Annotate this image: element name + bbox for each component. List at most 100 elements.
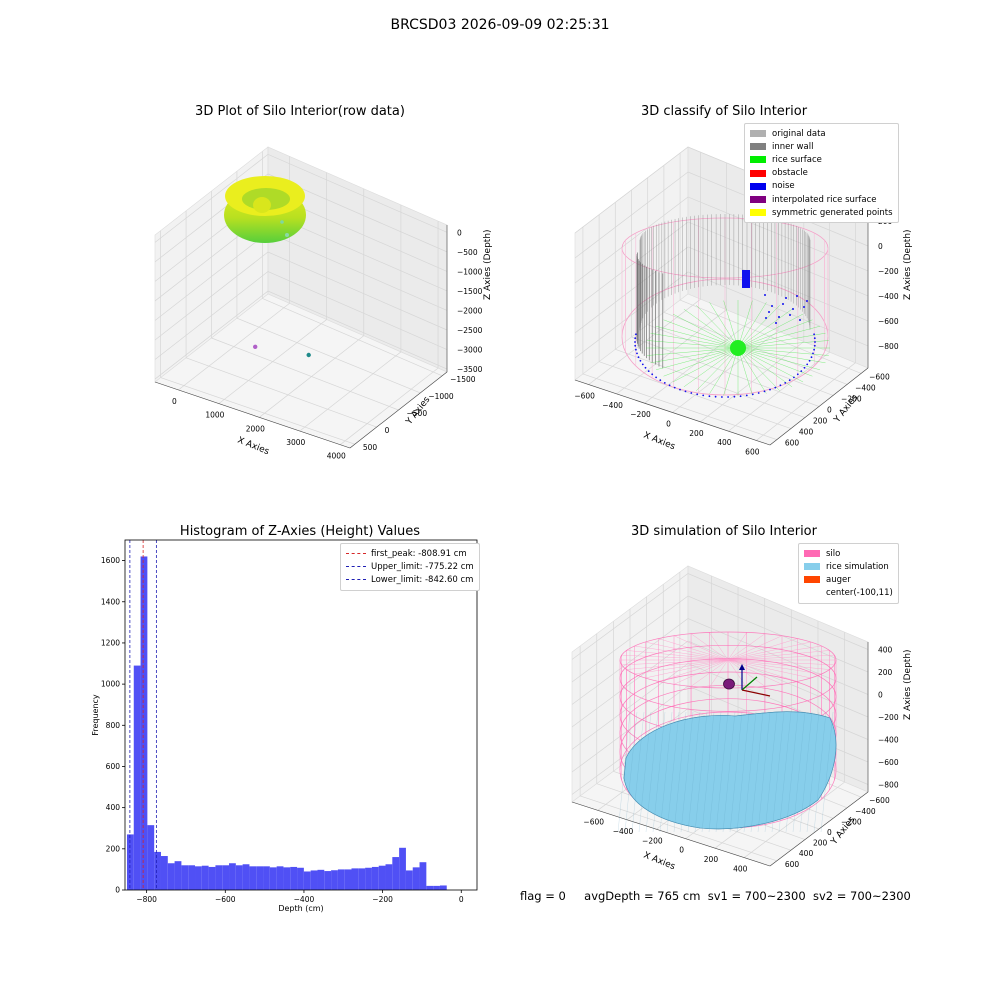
silo-roof-line (690, 659, 729, 687)
x-tick-label: 400 (733, 865, 748, 874)
legend-label: silo (826, 548, 841, 559)
y-tick-label: 500 (363, 443, 378, 452)
legend-swatch (804, 576, 820, 584)
rice-mesh-line (820, 711, 834, 833)
histogram-bar (365, 867, 372, 890)
legend-swatch (804, 550, 820, 558)
rice-mesh-line (659, 711, 673, 833)
histogram-bar (188, 865, 195, 890)
histogram-bar (154, 851, 161, 890)
rice-surface-line (737, 332, 826, 349)
noise-point (779, 384, 782, 387)
y-tick-label: 0 (827, 406, 832, 415)
floor-gridline-y (262, 298, 443, 377)
z-tick-label: 0 (457, 228, 462, 237)
histogram-bar (351, 868, 359, 890)
y-tick-label: −600 (869, 796, 890, 805)
legend-label: original data (772, 128, 826, 139)
floor-gridline-y (160, 377, 355, 445)
z-gridline (154, 251, 448, 341)
noise-point (635, 333, 637, 336)
rice-surface-line (737, 347, 780, 391)
noise-point (739, 395, 742, 398)
noise-point (714, 395, 717, 398)
histogram-bar (174, 861, 182, 890)
noise-point (774, 386, 777, 389)
x-axis-line (574, 379, 771, 446)
z-tick-label: 200 (878, 668, 893, 677)
legend-label: auger (826, 574, 851, 585)
rice-mesh-line (708, 711, 722, 833)
status-footer: flag = 0 avgDepth = 765 cm sv1 = 700~230… (520, 889, 911, 903)
silo-roof-line (727, 659, 835, 666)
y-tick-label: 600 (106, 762, 121, 771)
silo-roof-line (727, 638, 798, 661)
histogram-bar (399, 847, 406, 890)
silo-roof-line (626, 650, 729, 661)
silo-roof-line (645, 659, 729, 679)
noise-point (806, 300, 808, 302)
legend-label: Lower_limit: -842.60 cm (371, 574, 474, 585)
noise-point (702, 394, 705, 397)
silo-roof-line (727, 659, 798, 682)
x-axis-line (571, 801, 771, 867)
noise-point (814, 341, 816, 343)
y-tick-label: 200 (813, 839, 828, 848)
p4-zlabel: Z Axies (Depth) (903, 649, 913, 720)
silo-roof-line (709, 632, 729, 661)
silo-roof-line (658, 659, 729, 682)
histogram-bar (419, 862, 427, 890)
rice-surface-line (709, 347, 739, 394)
hist-xlabel: Depth (cm) (278, 904, 323, 913)
noise-point (733, 395, 736, 398)
y-tick-label: 200 (813, 417, 828, 426)
x-tick-label: −400 (602, 401, 623, 410)
noise-point (808, 359, 811, 362)
rice-mesh-line (666, 711, 680, 833)
rice-surface-line (672, 347, 739, 383)
x-tick-label: 400 (717, 438, 732, 447)
rice-mesh-line (715, 711, 729, 833)
z-gridline (571, 640, 869, 728)
legend-entry: obstacle (750, 167, 893, 180)
silo-roof-line (621, 659, 729, 666)
silo-roof-line (727, 659, 811, 679)
rice-surface-line (737, 347, 821, 371)
histogram-bar (358, 868, 366, 890)
stray-point (280, 220, 284, 224)
rice-surface-center (730, 340, 746, 356)
panel3-title: Histogram of Z-Axies (Height) Values (179, 524, 421, 539)
floor-gridline-y (598, 361, 792, 429)
noise-point (637, 356, 640, 359)
legend-swatch (750, 143, 766, 151)
rice-mesh-line (652, 711, 666, 833)
rice-surface-line (737, 347, 826, 364)
x-tick-label: −200 (372, 895, 393, 904)
auger-marker (723, 678, 735, 690)
rice-mesh-line (638, 711, 652, 833)
histogram-bar (344, 869, 352, 890)
rice-surface-line (647, 347, 739, 356)
histogram-bar (337, 869, 345, 890)
rice-mesh-line (813, 711, 827, 833)
y-tick-label: 400 (799, 849, 814, 858)
histogram-bar (167, 863, 175, 890)
y-tick-label: −500 (407, 409, 428, 418)
legend-label: inner wall (772, 141, 814, 152)
x-tick-label: −400 (613, 827, 634, 836)
x-tick-label: −800 (136, 895, 157, 904)
noise-point (727, 396, 729, 398)
noise-point (788, 379, 791, 382)
z-tick-label: 400 (878, 646, 893, 655)
noise-point (635, 348, 637, 351)
x-tick-label: 4000 (327, 452, 346, 461)
rice-surface-line (737, 347, 753, 396)
histogram-bar (263, 866, 270, 890)
y-tick-label: 0 (827, 828, 832, 837)
legend-entry: noise (750, 180, 893, 193)
histogram-bar (283, 867, 291, 890)
noise-point (806, 363, 809, 366)
rice-surface-line (683, 308, 739, 349)
noise-point (778, 316, 780, 318)
